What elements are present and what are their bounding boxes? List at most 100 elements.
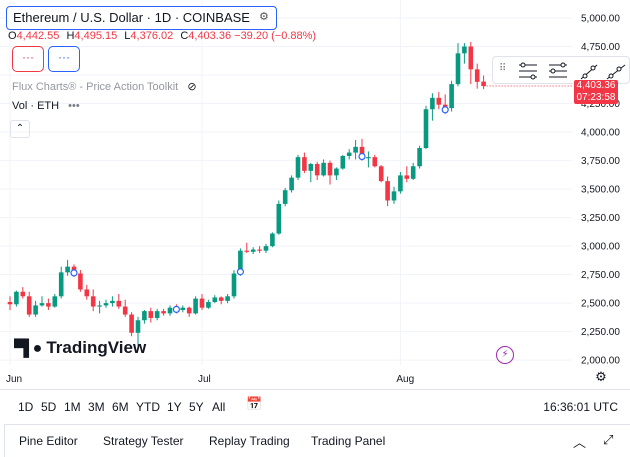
lightning-icon[interactable]: ⚡ — [496, 346, 514, 364]
candle-body — [327, 162, 333, 176]
sell-button[interactable]: ··· — [12, 46, 44, 72]
timeframe-5y[interactable]: 5Y — [189, 400, 204, 414]
eye-hidden-icon[interactable]: ⊘ — [187, 81, 197, 93]
candle-body — [378, 166, 384, 182]
candle-body — [468, 46, 474, 70]
chart-area[interactable]: 5,000.004,750.004,500.004,250.004,000.00… — [0, 0, 630, 388]
indicator-legend[interactable]: Flux Charts® - Price Action Toolkit ⊘ — [12, 80, 197, 93]
candle-body — [372, 157, 378, 167]
ray-tool-icon[interactable] — [606, 64, 626, 80]
open-value: 4,442.55 — [16, 30, 60, 42]
timeframe-6m[interactable]: 6M — [112, 400, 129, 414]
x-axis-label: Aug — [396, 374, 414, 385]
candle-body — [474, 69, 480, 82]
candle-body — [116, 300, 122, 307]
candle-body — [417, 148, 422, 167]
candle-body — [308, 163, 314, 171]
last-price: 4,403.36 — [576, 80, 616, 91]
candle-body — [423, 109, 429, 149]
candle-body — [314, 163, 320, 176]
tab-strategy-tester[interactable]: Strategy Tester — [103, 434, 184, 448]
timeframe-all[interactable]: All — [212, 400, 226, 414]
candle-body — [321, 162, 326, 176]
y-axis-label: 3,500.00 — [581, 185, 620, 196]
candle-body — [430, 97, 435, 110]
high-key: H — [66, 30, 75, 42]
candle-body — [257, 249, 262, 251]
candle-body — [26, 296, 32, 315]
volume-name: Vol · ETH — [12, 100, 60, 112]
candle-body — [225, 296, 230, 301]
y-axis-label: 4,750.00 — [581, 42, 620, 53]
candle-body — [238, 250, 243, 274]
low-value: 4,376.02 — [130, 30, 174, 42]
timeframe-ytd[interactable]: YTD — [136, 400, 160, 414]
settings-icon[interactable]: ⚙ — [258, 11, 269, 23]
candle-body — [391, 191, 397, 201]
timeframe-5d[interactable]: 5D — [41, 400, 57, 414]
candle-body — [366, 157, 371, 159]
candle-body — [334, 168, 339, 176]
trendline-tool-icon[interactable] — [580, 64, 598, 80]
pitchfork-tool-icon[interactable] — [549, 62, 567, 78]
timeframe-3m[interactable]: 3M — [88, 400, 105, 414]
drag-handle-icon[interactable]: ⠿ — [499, 63, 507, 74]
candle-body — [39, 303, 45, 306]
high-value: 4,495.15 — [74, 30, 118, 42]
candle-body — [276, 203, 282, 234]
candle-body — [110, 300, 115, 304]
chart-settings-icon[interactable]: ⚙ — [595, 369, 607, 384]
tradingview-mark-icon: ▀▌● — [14, 340, 42, 357]
candle-body — [161, 311, 166, 314]
candle-body — [436, 97, 442, 105]
chevron-up-icon[interactable]: ︿ — [573, 435, 587, 450]
candle-body — [33, 305, 38, 315]
price-chart[interactable]: 5,000.004,750.004,500.004,250.004,000.00… — [0, 0, 630, 388]
tab-pine-editor[interactable]: Pine Editor — [19, 434, 78, 448]
candle-body — [231, 273, 237, 297]
calendar-icon[interactable]: 📅 — [246, 396, 263, 411]
volume-legend[interactable]: Vol · ETH ••• — [12, 100, 80, 112]
timeframe-1d[interactable]: 1D — [18, 400, 34, 414]
candle-body — [449, 84, 454, 109]
y-axis-label: 3,000.00 — [581, 242, 620, 253]
timeframe-1m[interactable]: 1M — [64, 400, 81, 414]
candle-body — [186, 307, 192, 314]
tab-trading-panel[interactable]: Trading Panel — [311, 434, 386, 448]
maximize-icon[interactable]: ⤢ — [603, 432, 614, 447]
fib-tool-icon[interactable] — [519, 62, 537, 80]
last-price-tag: 4,403.36 07:23:58 — [574, 80, 618, 104]
candle-body — [90, 296, 96, 307]
candle-body — [193, 298, 198, 314]
symbol-title[interactable]: Ethereum / U.S. Dollar · 1D · COINBASE ⚙ — [6, 6, 277, 30]
candle-body — [129, 314, 134, 333]
timeframe-1y[interactable]: 1Y — [167, 400, 182, 414]
signal-marker — [441, 106, 449, 114]
candle-body — [359, 146, 365, 159]
tradingview-logo[interactable]: ▀▌● TradingView — [14, 338, 146, 358]
candle-body — [142, 311, 147, 321]
candle-body — [289, 177, 294, 191]
y-axis-label: 5,000.00 — [581, 13, 620, 24]
signal-marker — [172, 305, 180, 314]
candle-body — [180, 307, 186, 310]
candle-body — [353, 146, 358, 153]
more-dots-icon[interactable]: ••• — [68, 100, 80, 112]
candle-body — [58, 272, 64, 297]
y-axis-label: 2,500.00 — [581, 299, 620, 310]
signal-marker — [236, 268, 244, 276]
candle-body — [282, 190, 288, 204]
tab-replay-trading[interactable]: Replay Trading — [209, 434, 290, 448]
buy-button[interactable]: ··· — [48, 46, 80, 72]
candle-body — [78, 273, 83, 290]
candle-body — [65, 266, 70, 273]
collapse-legend-icon[interactable]: ⌃ — [10, 120, 30, 138]
candle-body — [212, 297, 218, 302]
ohlc-legend: O4,442.55 H4,495.15 L4,376.02 C4,403.36 … — [8, 30, 320, 42]
y-axis-label: 3,750.00 — [581, 156, 620, 167]
candle-body — [52, 296, 58, 307]
y-axis-label: 4,250.00 — [581, 99, 620, 110]
candle-body — [103, 303, 109, 306]
utc-clock[interactable]: 16:36:01 UTC — [543, 400, 618, 414]
y-axis-label: 2,000.00 — [581, 356, 620, 367]
